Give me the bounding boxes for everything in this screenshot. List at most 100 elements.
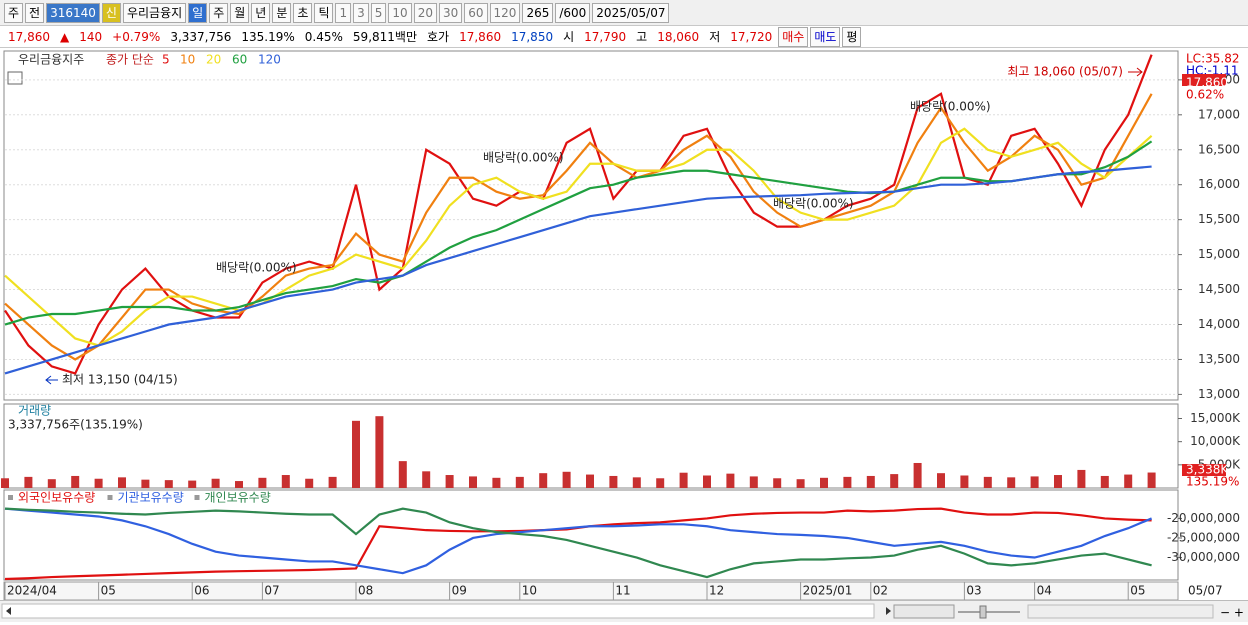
table-icon[interactable] <box>7 71 23 85</box>
legend-item: 5 <box>162 53 170 67</box>
price-badge <box>1182 74 1226 86</box>
x-tick-label: 04 <box>1037 584 1052 598</box>
volume-bar <box>983 476 992 488</box>
open: 17,790 <box>584 29 627 44</box>
side-label: 17,860 <box>1186 76 1228 90</box>
y-tick-label: 16,000 <box>1198 177 1240 191</box>
volume-bar <box>1124 474 1133 488</box>
volume-bar <box>305 478 314 488</box>
y-tick-label: -25,000,000 <box>1167 530 1240 544</box>
toolbar-item[interactable]: 월 <box>230 2 250 23</box>
quote-bar: 17,860 ▲ 140 +0.79% 3,337,756 135.19% 0.… <box>0 26 1248 48</box>
volume-bar <box>1 478 9 488</box>
volume-bar <box>352 420 360 488</box>
pane-title: 거래량 <box>18 404 51 418</box>
volume-bar <box>492 477 501 488</box>
y-tick-label: 14,000 <box>1198 317 1240 331</box>
volume-bar <box>679 472 688 488</box>
volume-bar <box>445 475 454 488</box>
volume-bar <box>94 478 103 488</box>
x-tick-label: 08 <box>358 584 373 598</box>
amount: 59,811백만 <box>352 30 417 44</box>
volume-bar <box>820 477 828 488</box>
volume-bar <box>235 481 243 488</box>
series-line <box>4 54 1153 375</box>
stock-name: 우리금융지주 <box>18 53 84 67</box>
toolbar-item[interactable]: 265 <box>522 2 554 23</box>
legend-item: 20 <box>206 53 221 67</box>
toolbar-item[interactable]: 일 <box>188 2 208 23</box>
playback[interactable] <box>893 604 955 619</box>
side-label: 3,338K <box>1186 463 1229 477</box>
volume-bar <box>47 479 56 488</box>
y-tick-label: 13,000 <box>1198 387 1240 401</box>
toolbar-item[interactable]: 10 <box>388 2 412 23</box>
toolbar-item[interactable]: 30 <box>438 2 463 23</box>
y-tick-label: 17,000 <box>1198 107 1240 121</box>
annotation: 배당락(0.00%) <box>483 151 564 165</box>
volume-bar <box>515 476 524 488</box>
toolbar-item[interactable]: 우리금융지 <box>122 2 187 23</box>
volume-bar <box>375 416 384 488</box>
y-tick-label: -30,000,000 <box>1167 550 1240 564</box>
x-tick-label: 2024/04 <box>7 584 57 598</box>
zoom-slider[interactable] <box>979 605 987 619</box>
turnover: 0.45% <box>304 29 343 44</box>
volume-bar <box>164 480 173 488</box>
tools[interactable] <box>1027 604 1214 619</box>
buy-button[interactable]: 매수 <box>778 26 809 47</box>
toolbar-item[interactable]: 20 <box>413 2 437 23</box>
price: 17,860 <box>8 29 50 44</box>
volume-bar <box>469 476 477 488</box>
zoom-out[interactable]: − + <box>1220 606 1244 620</box>
x-tick-label: 03 <box>966 584 981 598</box>
price-pane <box>3 50 1179 401</box>
volume-bar <box>1054 475 1062 488</box>
toolbar-item[interactable]: 120 <box>489 2 521 23</box>
toolbar-item[interactable]: 60 <box>464 2 488 23</box>
toolbar-item[interactable]: 3 <box>353 2 369 23</box>
toolbar-item[interactable]: 2025/05/07 <box>592 2 670 23</box>
toolbar-item[interactable]: 전 <box>25 2 45 23</box>
toolbar-item[interactable]: 316140 <box>46 2 100 23</box>
toolbar-item[interactable]: 년 <box>251 2 271 23</box>
side-label: 135.19% <box>1186 475 1239 489</box>
change: 140 <box>79 29 103 44</box>
toolbar-item[interactable]: 분 <box>272 2 292 23</box>
marker-arrow <box>1128 67 1143 77</box>
x-tick-label: 11 <box>615 584 630 598</box>
volume-bar <box>749 476 758 488</box>
toolbar-item[interactable]: 5 <box>370 2 387 23</box>
avg-button[interactable]: 평 <box>842 26 862 47</box>
annotation: 최고 18,060 (05/07) <box>1007 65 1123 79</box>
toolbar-item[interactable]: 신 <box>101 2 121 23</box>
holdings-pane <box>3 489 1179 581</box>
toolbar-item[interactable]: 틱 <box>314 2 334 23</box>
volume-badge <box>1182 464 1226 476</box>
legend-item: 개인보유수량 <box>205 491 271 505</box>
change-pct: +0.79% <box>112 29 161 44</box>
volume-bar <box>24 476 33 488</box>
x-tick-label: 2025/01 <box>803 584 853 598</box>
volume-bar <box>656 478 665 488</box>
toolbar-item[interactable]: 주 <box>209 2 229 23</box>
ask-label: 호가 <box>427 30 450 44</box>
volume-bar <box>398 461 407 488</box>
y-tick-label: 15,000K <box>1190 411 1241 425</box>
open-label: 시 <box>563 30 575 44</box>
toolbar-item[interactable]: 1 <box>335 2 352 23</box>
legend-item: 외국인보유수량 <box>18 491 95 505</box>
volume-bar <box>960 475 969 488</box>
series-line <box>4 507 1152 579</box>
side-label: 0.62% <box>1186 88 1224 102</box>
toolbar-item[interactable]: /600 <box>555 2 591 23</box>
volume-bar <box>1030 476 1039 488</box>
low-label: 저 <box>709 30 721 44</box>
toolbar-item[interactable]: 초 <box>293 2 313 23</box>
toolbar-item[interactable]: 주 <box>4 2 24 23</box>
sell-button[interactable]: 매도 <box>810 26 841 47</box>
annotation: 배당락(0.00%) <box>910 100 991 114</box>
volume-bar <box>726 473 735 488</box>
x-tick-label: 06 <box>194 584 209 598</box>
